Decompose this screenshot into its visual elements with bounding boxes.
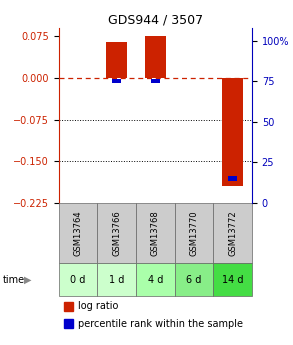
Text: 4 d: 4 d: [148, 275, 163, 285]
Text: 6 d: 6 d: [186, 275, 202, 285]
Bar: [151, 79, 160, 83]
Bar: [213, 203, 252, 263]
Text: 14 d: 14 d: [222, 275, 243, 285]
Bar: [136, 263, 175, 296]
Bar: [59, 263, 97, 296]
Text: 0 d: 0 d: [70, 275, 86, 285]
Text: GSM13768: GSM13768: [151, 210, 160, 256]
Text: 1 d: 1 d: [109, 275, 124, 285]
Bar: [175, 203, 213, 263]
Text: GSM13766: GSM13766: [112, 210, 121, 256]
Text: GSM13772: GSM13772: [228, 210, 237, 256]
Title: GDS944 / 3507: GDS944 / 3507: [108, 13, 203, 27]
Bar: [175, 263, 213, 296]
Text: ▶: ▶: [24, 275, 32, 285]
Bar: [97, 203, 136, 263]
Text: time: time: [3, 275, 25, 285]
Text: log ratio: log ratio: [78, 302, 118, 312]
Bar: [145, 36, 166, 78]
Bar: [97, 263, 136, 296]
Text: GSM13764: GSM13764: [74, 210, 82, 256]
Bar: [112, 79, 121, 83]
Bar: [136, 203, 175, 263]
Bar: [106, 41, 127, 78]
Bar: [64, 319, 73, 328]
Bar: [228, 177, 237, 181]
Bar: [64, 302, 73, 310]
Bar: [222, 78, 243, 186]
Text: GSM13770: GSM13770: [190, 210, 198, 256]
Text: percentile rank within the sample: percentile rank within the sample: [78, 319, 243, 329]
Bar: [213, 263, 252, 296]
Bar: [59, 203, 97, 263]
